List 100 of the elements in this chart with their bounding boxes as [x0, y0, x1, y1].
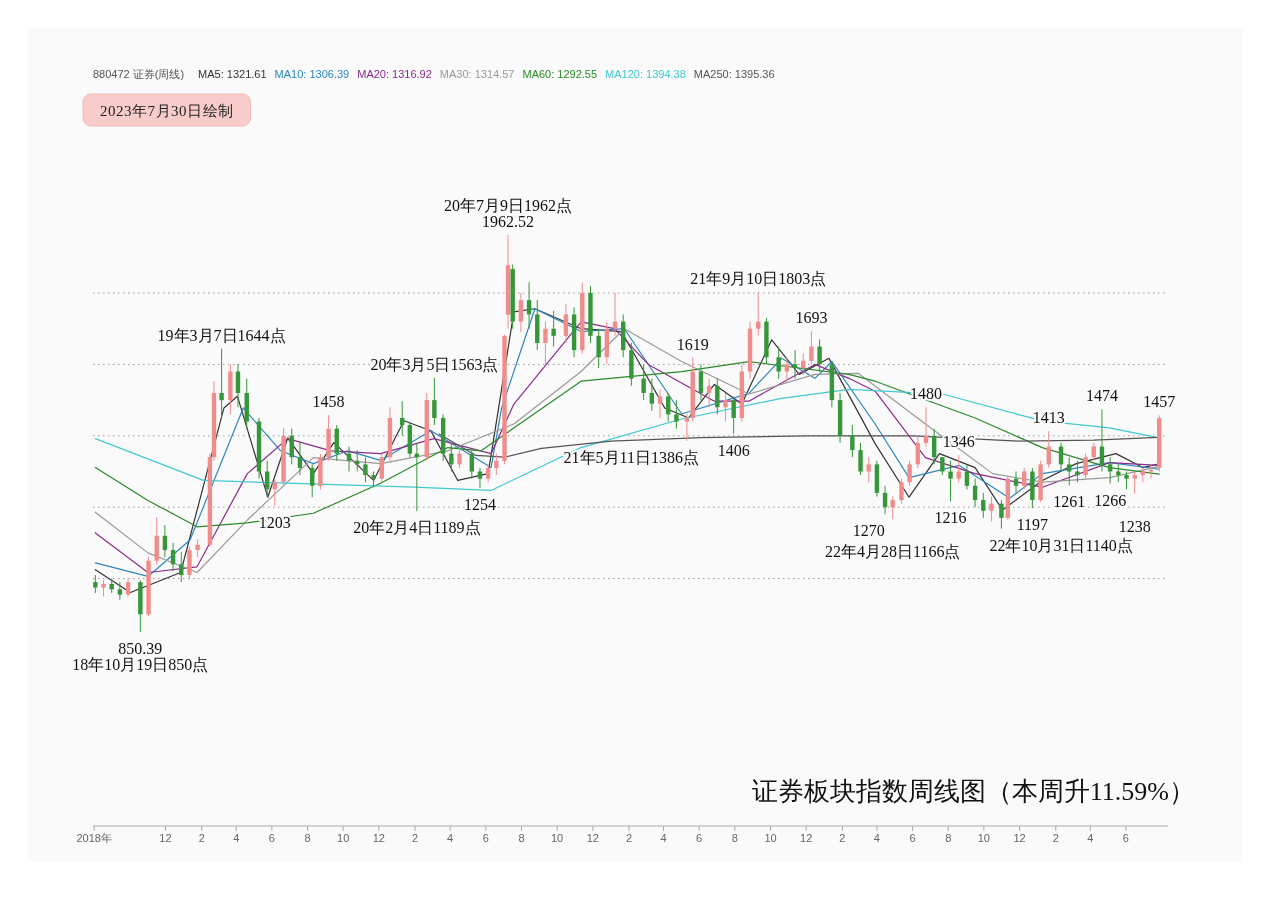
- candlestick: [469, 449, 474, 480]
- annotation: 1261: [1053, 493, 1086, 511]
- annotation: 1197: [1016, 516, 1049, 534]
- x-tick-label: 10: [551, 832, 564, 844]
- x-tick-label: 2: [625, 832, 633, 844]
- x-tick-label: 2: [412, 832, 419, 844]
- x-tick-label: 2: [1052, 832, 1059, 844]
- x-tick-label: 4: [873, 832, 880, 844]
- x-tick-label: 4: [233, 832, 240, 844]
- annotation: 21年5月11日1386点: [563, 448, 699, 466]
- candlestick: [866, 456, 871, 483]
- candlestick: [179, 551, 184, 583]
- annotation: 1619: [676, 335, 709, 353]
- candlestick: [684, 413, 690, 442]
- candlestick: [543, 321, 548, 365]
- candlestick: [1107, 456, 1113, 485]
- candlestick: [219, 348, 224, 419]
- candlestick: [346, 446, 352, 472]
- x-tick-label: 8: [731, 832, 738, 844]
- candlestick: [776, 346, 781, 380]
- candlestick: [907, 460, 912, 487]
- x-tick-label: 8: [945, 832, 952, 844]
- candlestick: [641, 363, 646, 401]
- candlestick: [1013, 471, 1019, 494]
- candlestick: [715, 378, 720, 415]
- chart-subtitle: 2023年7月30日绘制: [100, 103, 234, 119]
- text: 880472 证券(周线): [93, 68, 185, 80]
- x-tick-label: 6: [482, 832, 489, 844]
- candlestick: [563, 303, 569, 344]
- candlestick: [477, 467, 483, 489]
- candlestick: [551, 310, 556, 348]
- candlestick: [494, 453, 499, 476]
- annotation: 1270: [852, 522, 885, 540]
- candlestick: [117, 581, 123, 601]
- candlestick: [310, 463, 315, 498]
- candlestick: [801, 353, 806, 376]
- x-tick-label: 10: [764, 832, 777, 844]
- annotation: 18年10月19日850点: [72, 656, 209, 673]
- text: MA30: 1314.57: [439, 68, 515, 80]
- x-tick-label: 12: [586, 832, 599, 844]
- x-tick-label: 6: [268, 832, 275, 844]
- x-tick-label: 12: [800, 832, 813, 844]
- x-tick-label: 10: [977, 832, 990, 844]
- annotation: 20年7月9日1962点: [444, 197, 573, 214]
- candlestick: [956, 454, 961, 483]
- annotation: 20年3月5日1563点: [370, 355, 499, 373]
- candlestick: [899, 478, 904, 505]
- candlestick: [1067, 456, 1072, 486]
- x-tick-label: 8: [518, 832, 525, 844]
- candlestick: [756, 291, 761, 337]
- candlestick: [989, 495, 994, 522]
- candlestick: [272, 478, 277, 507]
- candlestick: [1083, 453, 1088, 480]
- annotation: 1413: [1032, 409, 1065, 427]
- x-tick-label: 6: [1122, 832, 1129, 844]
- annotation: 21年9月10日1803点: [690, 269, 827, 287]
- candlestick: [792, 349, 798, 380]
- candlestick: [612, 292, 618, 337]
- candlestick: [981, 492, 986, 519]
- x-tick-label: 4: [1087, 832, 1094, 844]
- x-tick-label: 4: [660, 832, 667, 844]
- x-tick-label: 6: [696, 832, 703, 844]
- candlestick: [706, 378, 712, 408]
- candlestick: [674, 399, 679, 430]
- text: 证券板块指数周线图（本周升11.59%）: [751, 777, 1195, 806]
- candlestick: [1075, 460, 1080, 483]
- annotation: 1693: [795, 309, 828, 327]
- candlestick: [948, 460, 953, 502]
- candlestick: [817, 338, 822, 373]
- candlestick: [432, 377, 437, 426]
- x-tick-label: 2018年: [76, 832, 112, 844]
- candlestick: [297, 442, 303, 476]
- x-tick-label: 4: [447, 832, 454, 844]
- annotation: 850.39: [118, 640, 163, 657]
- candlestick: [379, 453, 384, 483]
- annotation: 22年4月28日1166点: [824, 543, 961, 561]
- annotation: 1962.52: [482, 213, 535, 230]
- text: MA5: 1321.61: [198, 68, 267, 80]
- x-tick-label: 6: [909, 832, 916, 844]
- candlestick: [850, 424, 855, 458]
- candlestick: [784, 356, 790, 383]
- candlestick: [596, 328, 601, 369]
- candlestick: [449, 442, 454, 472]
- candlestick: [649, 378, 655, 412]
- text: MA10: 1306.39: [274, 68, 350, 80]
- candlestick: [858, 442, 863, 476]
- annotation: 1458: [312, 393, 345, 411]
- candlestick: [457, 446, 462, 469]
- candlestick: [1148, 463, 1154, 480]
- candlestick: [809, 330, 814, 365]
- candlestick: [400, 400, 405, 437]
- candlestick: [999, 499, 1004, 530]
- annotation: 1254: [463, 495, 496, 513]
- x-tick-label: 2: [198, 832, 205, 844]
- annotation: 1238: [1118, 517, 1151, 535]
- text: MA250: 1395.36: [693, 68, 775, 80]
- x-tick-label: 12: [372, 832, 385, 844]
- candlestick: [657, 388, 663, 419]
- annotation: 1266: [1094, 491, 1127, 509]
- text: MA20: 1316.92: [357, 68, 432, 80]
